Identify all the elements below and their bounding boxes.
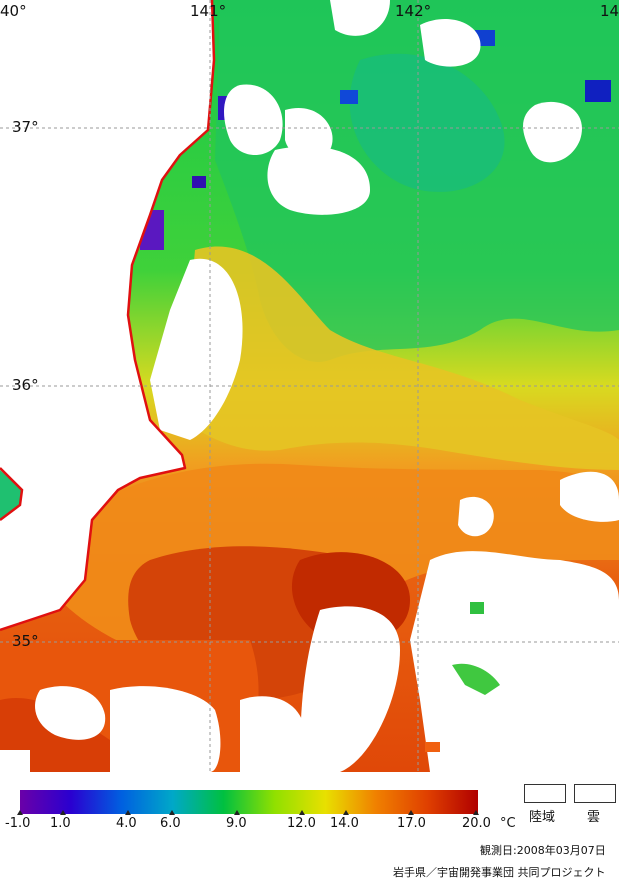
cloud-label: 雲 <box>587 810 601 825</box>
tick-label: 17.0 <box>397 816 426 831</box>
tick-label: 4.0 <box>116 816 137 831</box>
tick-label: 9.0 <box>226 816 247 831</box>
lat-label-35: 35° <box>12 632 39 650</box>
lat-label-37: 37° <box>12 118 39 136</box>
cloud <box>224 84 283 155</box>
lon-label-141: 141° <box>190 2 227 20</box>
speck <box>452 663 500 695</box>
cloud <box>523 101 582 163</box>
lon-label-140: 40° <box>0 2 27 20</box>
cloud <box>300 606 400 772</box>
tick-mark <box>473 810 479 815</box>
speck <box>425 742 440 752</box>
tick-mark <box>343 810 349 815</box>
tick-label: 14.0 <box>330 816 359 831</box>
graticule <box>0 0 619 772</box>
cloud <box>240 696 305 772</box>
land-swatch <box>524 784 566 803</box>
tick-mark <box>299 810 305 815</box>
tick-mark <box>60 810 66 815</box>
credit-line: 岩手県／宇宙開発事業団 共同プロジェクト <box>393 866 606 879</box>
tick-label: 12.0 <box>287 816 316 831</box>
cloud <box>560 471 619 522</box>
observation-date: 観測日:2008年03月07日 <box>480 844 606 857</box>
tick-label: 1.0 <box>50 816 71 831</box>
cloud <box>410 551 619 772</box>
cloud <box>110 686 221 772</box>
sst-map-canvas <box>0 0 619 772</box>
tick-label: 20.0 <box>462 816 491 831</box>
lon-label-143: 14 <box>600 2 619 20</box>
cloud-swatch <box>574 784 616 803</box>
tick-label: 6.0 <box>160 816 181 831</box>
cloud <box>0 750 30 772</box>
tick-mark <box>169 810 175 815</box>
cold-speck <box>585 80 611 102</box>
legend: -1.0 1.0 4.0 6.0 9.0 12.0 14.0 17.0 20.0… <box>0 772 619 881</box>
cloud <box>267 146 370 215</box>
color-scale-bar <box>20 790 478 814</box>
tick-mark <box>408 810 414 815</box>
tick-label: -1.0 <box>5 816 31 831</box>
cold-speck <box>192 176 206 188</box>
sst-map <box>0 0 619 772</box>
cloud <box>330 0 390 36</box>
yellow-band <box>180 246 619 470</box>
tick-mark <box>17 810 23 815</box>
lat-label-36: 36° <box>12 376 39 394</box>
lon-label-142: 142° <box>395 2 432 20</box>
blue-speck <box>340 90 358 104</box>
tick-mark <box>234 810 240 815</box>
cloud <box>35 686 106 740</box>
land-label: 陸域 <box>529 810 556 825</box>
cloud <box>150 258 243 440</box>
speck <box>470 602 484 614</box>
unit-label: °C <box>500 816 516 831</box>
cloud <box>458 496 494 537</box>
cloud <box>420 19 481 67</box>
coastline <box>0 0 216 632</box>
coastline-west <box>0 467 24 521</box>
tick-mark <box>125 810 131 815</box>
cyan-patch <box>349 53 505 192</box>
